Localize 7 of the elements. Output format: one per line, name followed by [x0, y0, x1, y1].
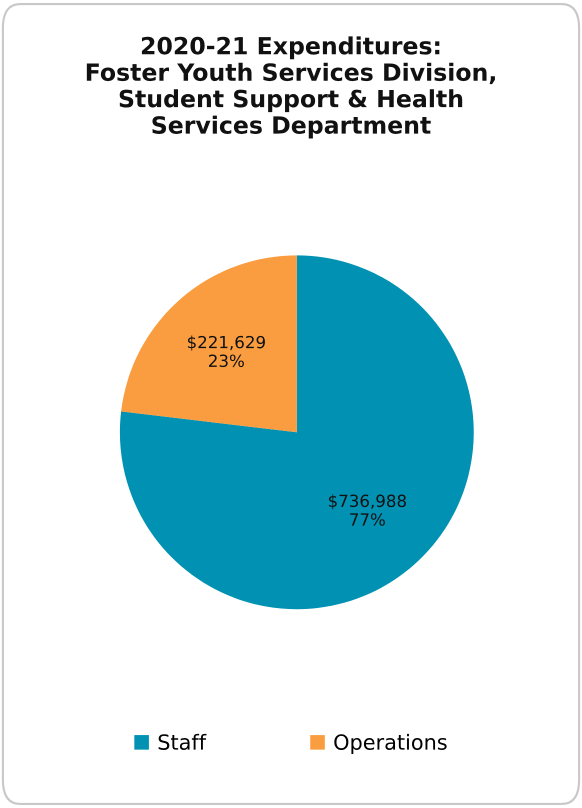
pie-slice	[121, 255, 297, 432]
data-label: $736,988 77%	[328, 494, 406, 526]
chart-title: 2020-21 Expenditures: Foster Youth Services Division, Student Support & Health Services Department	[86, 36, 495, 139]
legend-label: Operations	[334, 734, 447, 754]
legend-label: Staff	[158, 734, 206, 750]
data-label: $221,629 23%	[188, 336, 265, 368]
pie-slice	[120, 255, 474, 610]
